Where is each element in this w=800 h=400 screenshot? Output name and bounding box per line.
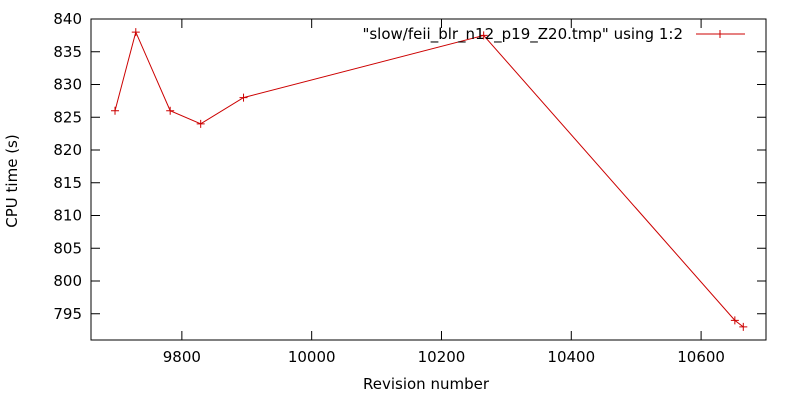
data-point-marker <box>111 106 120 115</box>
y-tick-label: 840 <box>53 10 82 28</box>
x-tick-label: 10200 <box>418 348 466 366</box>
data-point-marker <box>131 28 140 37</box>
y-axis: 795 800 805 810 815 820 825 830 835 840 <box>53 10 766 323</box>
x-tick-label: 10600 <box>677 348 725 366</box>
plot-frame <box>90 18 767 341</box>
y-tick-label: 820 <box>53 141 82 159</box>
data-point-marker <box>730 316 739 325</box>
x-tick-label: 10400 <box>547 348 595 366</box>
x-tick-label: 10000 <box>288 348 336 366</box>
y-tick-label: 835 <box>53 43 82 61</box>
data-point-marker <box>166 106 175 115</box>
y-tick-label: 795 <box>53 305 82 323</box>
y-tick-label: 825 <box>53 108 82 126</box>
data-point-marker <box>196 119 205 128</box>
y-axis-label: CPU time (s) <box>3 134 21 227</box>
x-axis-label: Revision number <box>363 375 490 393</box>
y-tick-label: 810 <box>53 207 82 225</box>
y-tick-label: 800 <box>53 272 82 290</box>
x-axis: 9800 10000 10200 10400 10600 <box>163 19 725 366</box>
x-tick-label: 9800 <box>163 348 201 366</box>
data-point-marker <box>479 31 488 40</box>
y-tick-label: 815 <box>53 174 82 192</box>
legend: "slow/feii_blr_n12_p19_Z20.tmp" using 1:… <box>362 25 745 44</box>
y-tick-label: 830 <box>53 76 82 94</box>
legend-marker <box>716 30 724 38</box>
legend-label: "slow/feii_blr_n12_p19_Z20.tmp" using 1:… <box>362 25 683 44</box>
data-point-marker <box>239 93 248 102</box>
data-point-marker <box>739 322 748 331</box>
y-tick-label: 805 <box>53 239 82 257</box>
series-layer <box>111 28 748 331</box>
series-line <box>114 30 744 328</box>
